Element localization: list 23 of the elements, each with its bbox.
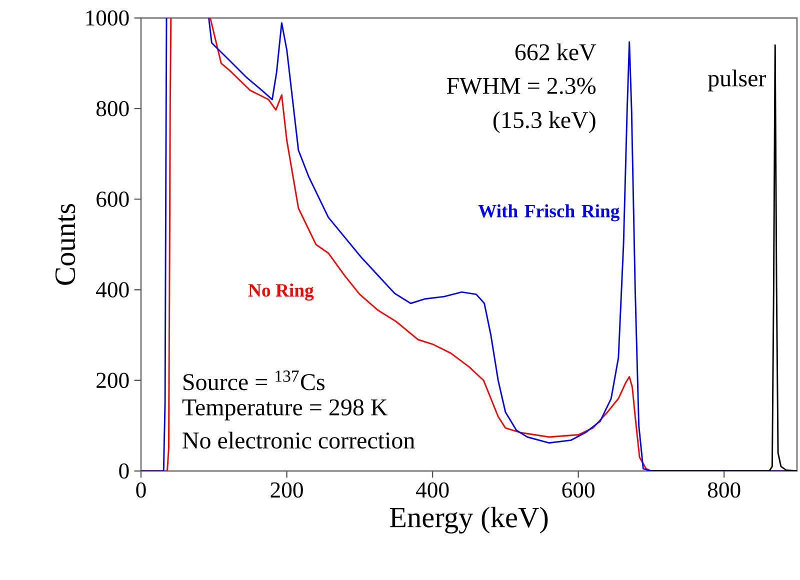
- line-series: [650, 44, 797, 471]
- series-label: No Ring: [248, 284, 314, 301]
- y-tick-label: 0: [119, 463, 129, 479]
- annotation: FWHM = 2.3%: [446, 78, 596, 94]
- series-label: pulser: [708, 70, 766, 92]
- y-tick-label: 200: [96, 372, 129, 388]
- annotation: (15.3 keV): [493, 111, 596, 134]
- x-axis-title: Energy (keV): [390, 506, 548, 534]
- annotation: 662 keV: [515, 43, 596, 60]
- y-tick-label: 800: [96, 100, 129, 116]
- y-tick-label: 600: [96, 192, 129, 207]
- annotation: Temperature = 298 K: [182, 399, 388, 420]
- x-tick-label: 800: [708, 482, 740, 498]
- x-tick-label: 400: [416, 482, 449, 498]
- annotation: Source = $^{137}$Cs: [184, 370, 324, 390]
- annotation: No electronic correction: [182, 432, 415, 449]
- x-tick-label: 200: [270, 482, 303, 498]
- x-tick-label: 0: [136, 482, 146, 498]
- x-tick-label: 600: [562, 482, 594, 498]
- y-tick-label: 400: [96, 282, 129, 298]
- y-axis-title: Counts: [55, 204, 76, 285]
- series-label: With Frisch Ring: [478, 204, 620, 222]
- y-tick-label: 1000: [86, 10, 129, 26]
